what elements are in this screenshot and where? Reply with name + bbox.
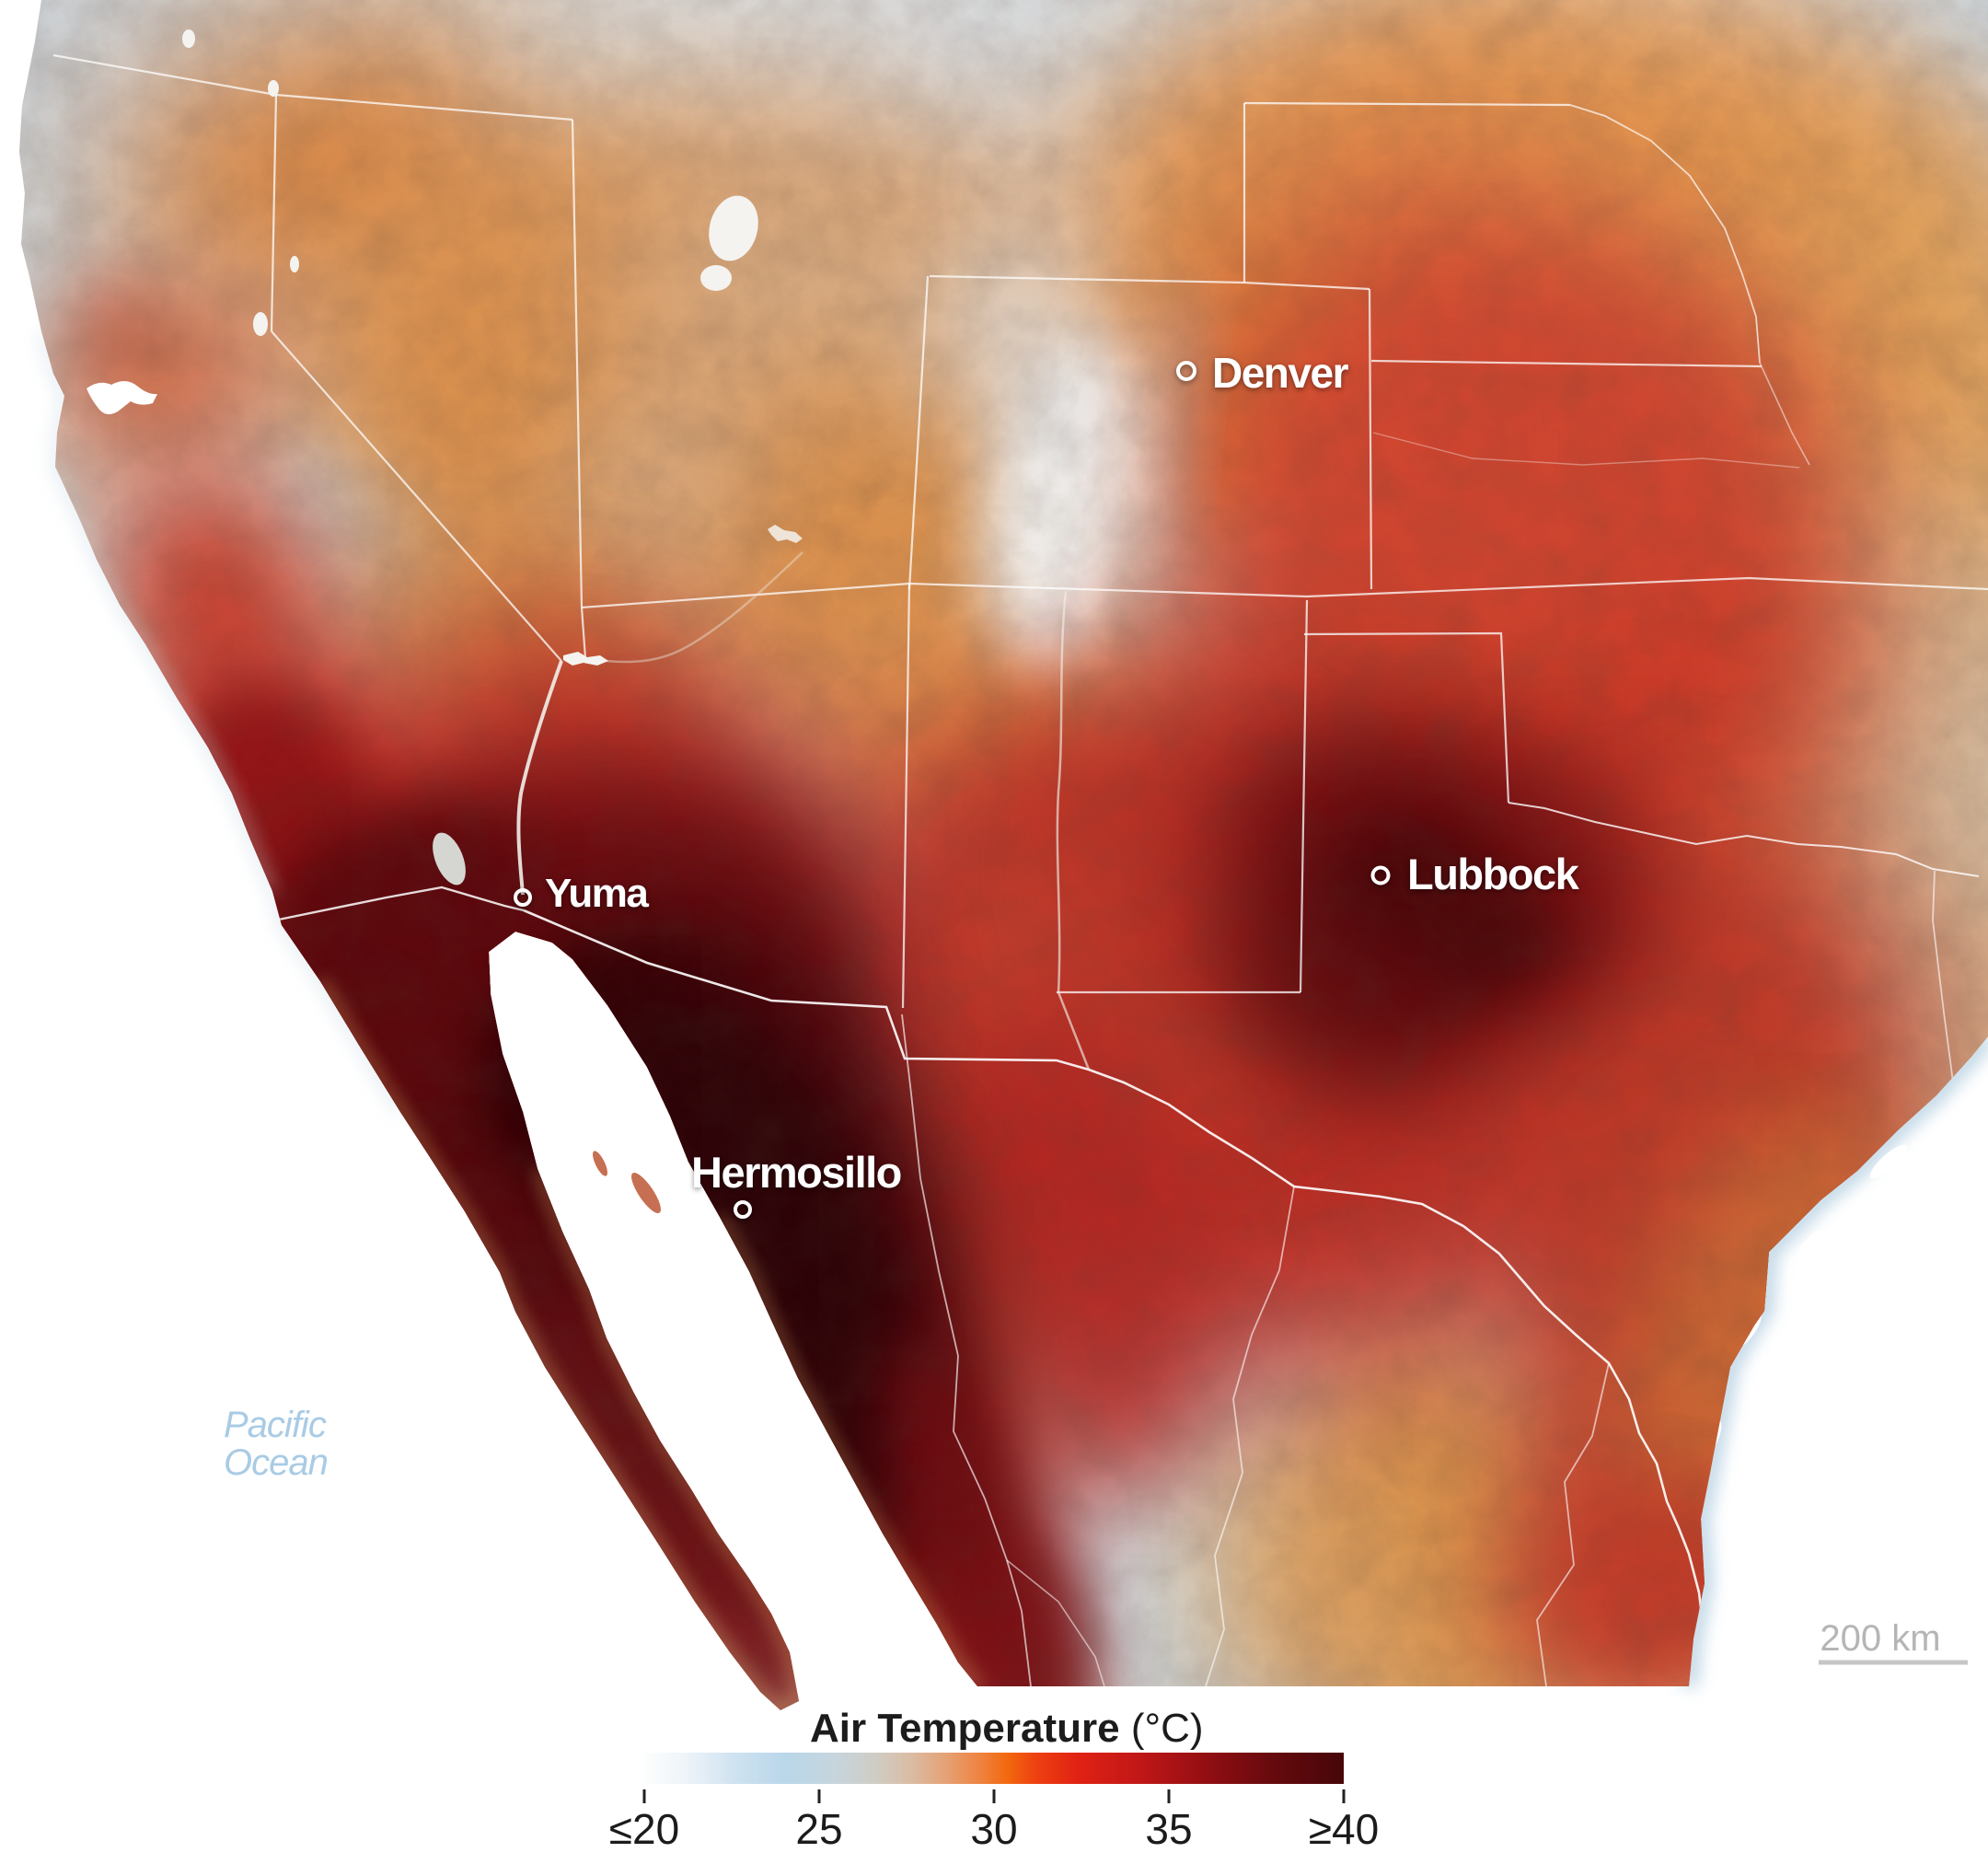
svg-text:≥40: ≥40 [1309, 1805, 1379, 1853]
svg-text:Hermosillo: Hermosillo [691, 1148, 901, 1197]
svg-text:≤20: ≤20 [609, 1805, 679, 1853]
svg-text:Denver: Denver [1212, 349, 1349, 397]
svg-text:Yuma: Yuma [545, 871, 649, 916]
svg-text:Lubbock: Lubbock [1407, 850, 1580, 898]
svg-text:25: 25 [795, 1805, 842, 1853]
svg-text:Pacific: Pacific [224, 1405, 327, 1445]
svg-text:200 km: 200 km [1820, 1618, 1940, 1659]
svg-text:Ocean: Ocean [224, 1442, 328, 1483]
svg-text:Air Temperature (°C): Air Temperature (°C) [810, 1706, 1204, 1751]
svg-text:30: 30 [970, 1805, 1017, 1853]
svg-text:35: 35 [1145, 1805, 1192, 1853]
